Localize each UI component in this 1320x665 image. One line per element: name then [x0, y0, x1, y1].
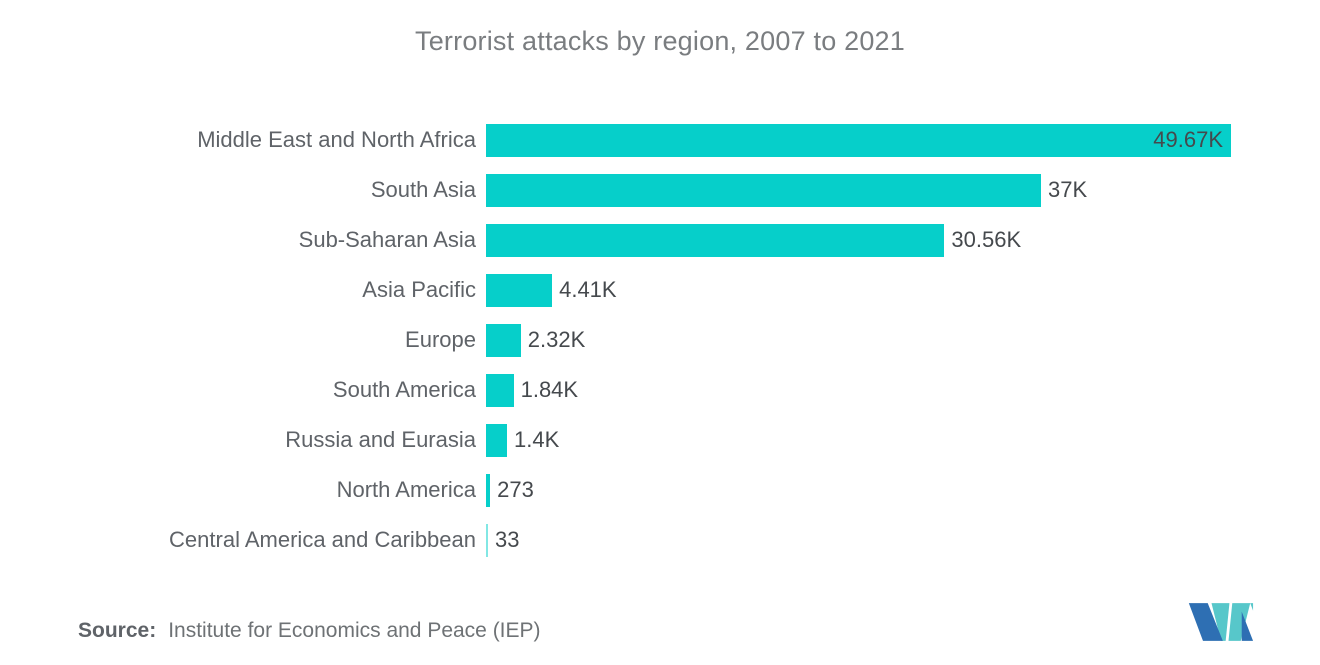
source-text: Institute for Economics and Peace (IEP) [168, 619, 541, 642]
bar-area: 273 [486, 465, 1320, 515]
chart-row: Europe 2.32K [0, 315, 1320, 365]
bar-area: 30.56K [486, 215, 1320, 265]
value-label: 1.84K [520, 377, 579, 402]
category-label: Russia and Eurasia [285, 427, 476, 452]
category-label: South America [332, 377, 476, 402]
value-label: 4.41K [559, 277, 617, 302]
value-label: 2.32K [527, 327, 586, 352]
bar: 49.67K [486, 123, 1231, 157]
bar-area: 1.84K [486, 365, 1320, 415]
chart-row: Central America and Caribbean 33 [0, 515, 1320, 565]
category-label: North America [336, 477, 476, 502]
category-label: South Asia [370, 177, 476, 202]
chart-row: Sub-Saharan Asia 30.56K [0, 215, 1320, 265]
mordor-intelligence-logo [1186, 602, 1254, 642]
chart-row: South Asia 37K [0, 165, 1320, 215]
category-label: Asia Pacific [362, 277, 476, 302]
value-label: 1.4K [514, 427, 560, 452]
value-label: 273 [497, 477, 534, 502]
chart-title: Terrorist attacks by region, 2007 to 202… [415, 26, 905, 56]
chart-row: Russia and Eurasia 1.4K [0, 415, 1320, 465]
bar [486, 473, 491, 507]
bar-area: 49.67K [486, 115, 1320, 165]
logo-m-icon [1188, 603, 1254, 641]
value-label: 37K [1048, 177, 1088, 202]
chart-row: North America 273 [0, 465, 1320, 515]
source-line: Source: Institute for Economics and Peace… [78, 619, 541, 643]
value-label: 30.56K [951, 227, 1022, 252]
category-label: Europe [405, 327, 476, 352]
bar [486, 223, 945, 257]
bar-area: 2.32K [486, 315, 1320, 365]
bar-area: 37K [486, 165, 1320, 215]
value-label: 33 [495, 527, 520, 552]
chart-plot-area: Middle East and North Africa 49.67K South … [0, 115, 1320, 565]
bar [486, 173, 1041, 207]
bar [486, 373, 514, 407]
bar-area: 1.4K [486, 415, 1320, 465]
bar [486, 423, 507, 457]
category-label: Sub-Saharan Asia [298, 227, 476, 252]
chart-row: Middle East and North Africa 49.67K [0, 115, 1320, 165]
bar-area: 4.41K [486, 265, 1320, 315]
bar [486, 273, 553, 307]
source-label: Source: [78, 619, 157, 642]
value-label: 49.67K [1153, 127, 1223, 152]
bar [486, 523, 488, 557]
bar [486, 323, 521, 357]
chart-row: South America 1.84K [0, 365, 1320, 415]
bar-area: 33 [486, 515, 1320, 565]
chart-row: Asia Pacific 4.41K [0, 265, 1320, 315]
category-label: Middle East and North Africa [197, 127, 476, 152]
category-label: Central America and Caribbean [169, 527, 476, 552]
